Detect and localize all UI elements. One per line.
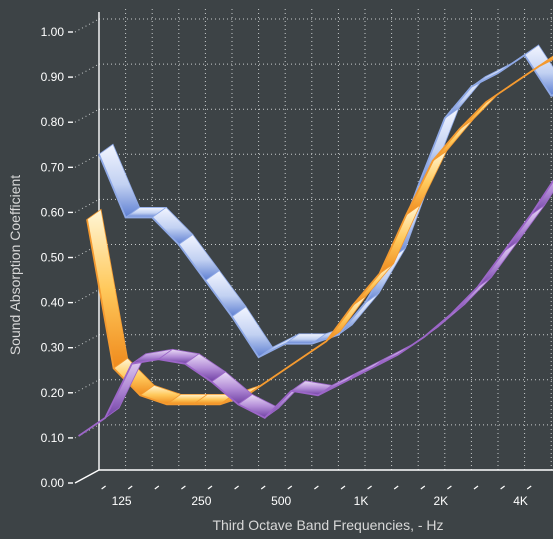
grid-line-depth <box>74 334 100 349</box>
floor-tick <box>207 485 213 490</box>
grid <box>74 6 553 470</box>
grid-line-depth <box>74 153 100 168</box>
floor-tick <box>393 485 399 490</box>
floor-tick <box>420 485 426 490</box>
series-ribbon <box>86 55 553 406</box>
floor-tick <box>447 485 452 490</box>
floor-tick <box>127 485 133 490</box>
ribbon-segment <box>417 107 460 187</box>
ribbon-segment <box>98 143 141 219</box>
grid-line-depth <box>74 63 100 78</box>
floor-tick <box>101 485 106 490</box>
y-tick-label: 0.40 <box>41 296 65 310</box>
series-line <box>78 179 553 437</box>
x-axis-title: Third Octave Band Frequencies, - Hz <box>212 517 443 533</box>
floor-tick <box>526 485 532 490</box>
axes <box>68 12 553 490</box>
floor-tick <box>473 485 479 490</box>
x-tick-label: 125 <box>112 494 132 508</box>
y-axis-title: Sound Absorption Coefficient <box>7 175 23 355</box>
floor-depth-edge <box>74 469 100 484</box>
grid-line-depth <box>74 289 100 304</box>
grid-line-depth <box>74 108 100 123</box>
ribbon-segment <box>405 150 448 216</box>
tick-labels: 0.00 0.10 0.20 0.30 0.40 0.50 0.60 0.70 0.80 0.90… <box>41 25 528 508</box>
floor-tick <box>367 485 372 490</box>
series-group <box>78 44 553 437</box>
grid-line-depth <box>74 198 100 213</box>
series-line <box>86 58 553 406</box>
floor-tick <box>287 485 293 490</box>
ribbon-segment <box>178 233 220 282</box>
y-tick-label: 0.10 <box>41 431 65 445</box>
x-tick-label: 2K <box>433 494 448 508</box>
y-tick-label: 1.00 <box>41 25 65 39</box>
ribbon-segment <box>530 180 553 216</box>
floor-tick <box>181 485 186 490</box>
grid-line-depth <box>74 18 100 33</box>
floor-tick <box>500 485 505 490</box>
series-ribbon <box>78 179 553 437</box>
ribbon-segment <box>524 44 553 97</box>
x-tick-label: 500 <box>271 494 291 508</box>
floor-tick <box>314 485 319 490</box>
floor-tick <box>234 485 239 490</box>
ribbon-segment <box>86 208 129 369</box>
ribbon-segment <box>204 270 247 318</box>
y-tick-label: 0.50 <box>41 251 65 265</box>
x-tick-label: 250 <box>191 494 211 508</box>
ribbon-segment <box>378 203 422 275</box>
grid-line-depth <box>74 379 100 394</box>
y-tick-label: 0.30 <box>41 341 65 355</box>
ribbon-segment <box>231 306 274 358</box>
y-tick-label: 0.80 <box>41 115 65 129</box>
x-tick-label: 1K <box>354 494 369 508</box>
ribbon-segment <box>364 247 406 304</box>
y-tick-label: 0.60 <box>41 205 65 219</box>
series-line <box>98 53 553 359</box>
floor-tick <box>260 485 266 490</box>
y-tick-label: 0.70 <box>41 160 65 174</box>
ribbon-segment <box>290 380 334 396</box>
y-tick-label: 0.90 <box>41 70 65 84</box>
y-tick-label: 0.00 <box>41 476 65 490</box>
y-tick-label: 0.20 <box>41 386 65 400</box>
floor-tick <box>154 485 160 490</box>
grid-line-depth <box>74 244 100 258</box>
floor-tick <box>340 485 346 490</box>
series-ribbon <box>98 44 553 359</box>
x-tick-label: 4K <box>513 494 528 508</box>
